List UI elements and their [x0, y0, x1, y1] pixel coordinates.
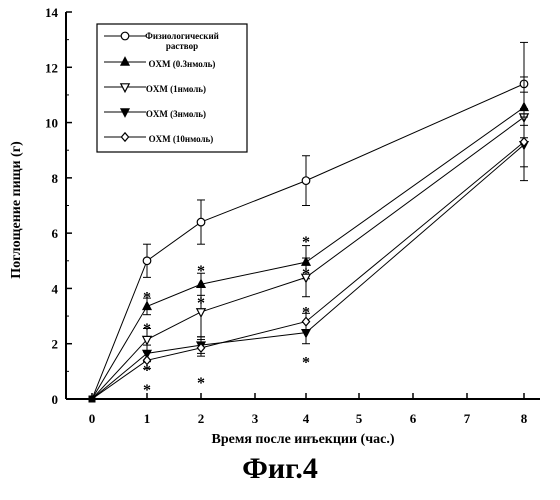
x-tick-label: 2: [198, 411, 205, 426]
significance-star: *: [197, 295, 205, 312]
x-tick-label: 6: [410, 411, 417, 426]
legend-label: Физиологический: [145, 31, 219, 41]
significance-star: *: [143, 289, 151, 306]
figure-caption: Фиг.4: [0, 452, 560, 486]
legend-label: раствор: [166, 41, 198, 51]
y-axis-title: Поглощение пищи (г): [9, 141, 24, 279]
data-point: [197, 218, 205, 226]
x-tick-label: 0: [89, 411, 96, 426]
data-point: [143, 257, 151, 265]
y-tick-label: 10: [45, 116, 58, 131]
y-tick-label: 2: [52, 337, 59, 352]
significance-star: *: [302, 234, 310, 251]
y-tick-label: 14: [45, 5, 59, 20]
data-point: [89, 396, 96, 403]
data-point: [302, 177, 310, 185]
y-tick-label: 8: [52, 171, 59, 186]
legend: Физиологическийраствор OXM (0.3нмоль) OXM …: [97, 24, 247, 152]
y-tick-label: 12: [45, 60, 58, 75]
significance-star: *: [302, 305, 310, 322]
x-tick-label: 4: [303, 411, 310, 426]
x-axis-title: Время после инъекции (час.): [211, 432, 394, 447]
significance-star: *: [197, 375, 205, 392]
x-tick-label: 3: [252, 411, 259, 426]
x-tick-label: 1: [144, 411, 151, 426]
significance-star: *: [143, 382, 151, 399]
x-tick-label: 5: [356, 411, 363, 426]
legend-marker: [121, 32, 129, 40]
significance-star: *: [302, 266, 310, 283]
significance-star: *: [197, 263, 205, 280]
x-tick-label: 7: [464, 411, 471, 426]
legend-label: OXM (3нмоль): [146, 109, 206, 119]
significance-star: *: [143, 321, 151, 338]
legend-label: OXM (10нмоль): [149, 134, 214, 144]
chart-svg: Поглощение пищи (г) Время после инъекции…: [0, 0, 560, 450]
legend-label: OXM (1нмоль): [146, 84, 206, 94]
legend-label: OXM (0.3нмоль): [149, 59, 216, 69]
significance-star: *: [143, 363, 151, 380]
x-tick-label: 8: [521, 411, 528, 426]
y-tick-label: 4: [52, 281, 59, 296]
y-tick-label: 0: [52, 392, 59, 407]
y-tick-label: 6: [52, 226, 59, 241]
significance-star: *: [302, 354, 310, 371]
